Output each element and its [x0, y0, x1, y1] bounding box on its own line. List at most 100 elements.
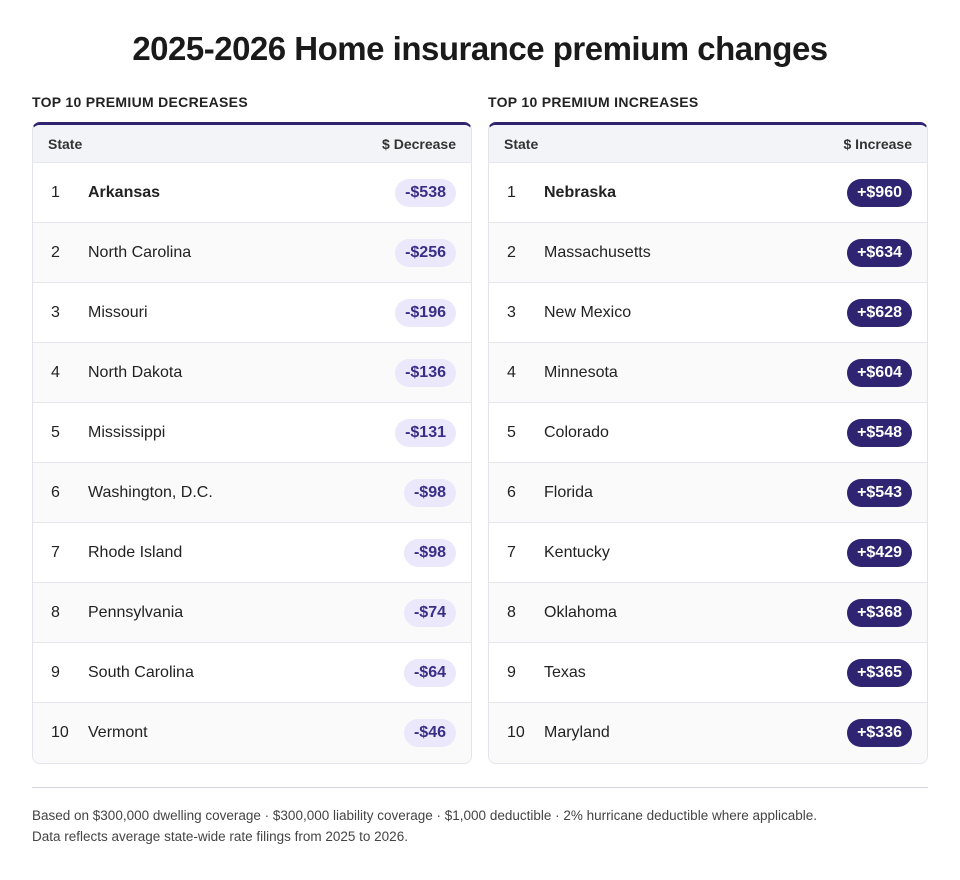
table-row: 6 Washington, D.C. -$98	[33, 463, 471, 523]
footnote: Based on $300,000 dwelling coverage · $3…	[32, 805, 932, 847]
row-rank: 1	[507, 183, 516, 201]
row-rank: 3	[507, 303, 516, 321]
decreases-table-body: 1 Arkansas -$538 2 North Carolina -$256 3 Misso…	[33, 163, 471, 763]
table-row: 2 North Carolina -$256	[33, 223, 471, 283]
row-rank: 2	[507, 243, 516, 261]
row-state: New Mexico	[544, 303, 632, 321]
decreases-section: TOP 10 PREMIUM DECREASES State $ Decreas…	[32, 92, 472, 764]
row-state: Minnesota	[544, 363, 618, 381]
row-rank: 10	[507, 724, 525, 741]
row-state: Rhode Island	[88, 543, 183, 561]
decreases-col-value: $ Decrease	[382, 135, 456, 152]
table-row: 5 Mississippi -$131	[33, 403, 471, 463]
table-row: 1 Nebraska +$960	[489, 163, 927, 223]
row-value-badge: -$74	[403, 598, 456, 627]
row-state: Pennsylvania	[88, 603, 184, 621]
table-row: 6 Florida +$543	[489, 463, 927, 523]
row-rank: 9	[507, 663, 516, 681]
row-rank: 9	[51, 663, 60, 681]
row-state: Massachusetts	[544, 243, 651, 261]
row-rank: 8	[51, 603, 60, 621]
row-rank: 2	[51, 243, 60, 261]
row-rank: 4	[51, 363, 60, 381]
row-value-badge: +$960	[847, 178, 912, 207]
row-state: Colorado	[544, 423, 609, 441]
increases-table-header: State $ Increase	[489, 125, 927, 163]
decreases-col-state: State	[48, 135, 83, 152]
row-state: Florida	[544, 483, 593, 501]
row-value-badge: +$604	[847, 358, 912, 387]
row-state: North Dakota	[88, 363, 183, 381]
row-value-badge: +$368	[847, 598, 912, 627]
decreases-table-header: State $ Decrease	[33, 125, 471, 163]
row-value-badge: +$628	[847, 298, 912, 327]
increases-section-label: TOP 10 PREMIUM INCREASES	[488, 94, 699, 110]
table-row: 8 Pennsylvania -$74	[33, 583, 471, 643]
row-rank: 4	[507, 363, 516, 381]
row-state: Maryland	[544, 724, 610, 741]
row-state: Oklahoma	[544, 603, 617, 621]
table-row: 8 Oklahoma +$368	[489, 583, 927, 643]
row-value-badge: -$98	[403, 538, 456, 567]
row-value-badge: -$136	[395, 358, 456, 387]
footnote-line-2: Data reflects average state-wide rate fi…	[32, 829, 408, 844]
table-row: 2 Massachusetts +$634	[489, 223, 927, 283]
row-state: Mississippi	[88, 423, 166, 441]
row-state: South Carolina	[88, 663, 194, 681]
row-value-badge: -$64	[403, 658, 456, 687]
table-row: 9 Texas +$365	[489, 643, 927, 703]
decreases-table: State $ Decrease 1 Arkansas -$538 2 North Ca…	[32, 122, 472, 764]
row-state: Arkansas	[88, 183, 161, 201]
row-rank: 6	[51, 483, 60, 501]
row-state: Texas	[544, 663, 586, 681]
table-row: 4 Minnesota +$604	[489, 343, 927, 403]
row-state: Vermont	[88, 724, 148, 741]
increases-table-body: 1 Nebraska +$960 2 Massachusetts +$634 3 New Me…	[489, 163, 927, 763]
row-rank: 3	[51, 303, 60, 321]
page-title: 2025-2026 Home insurance premium changes	[132, 30, 828, 67]
footnote-line-1: Based on $300,000 dwelling coverage · $3…	[32, 808, 818, 823]
row-state: Washington, D.C.	[88, 483, 213, 501]
row-value-badge: -$196	[395, 298, 456, 327]
row-value-badge: -$98	[403, 478, 456, 507]
table-row: 3 New Mexico +$628	[489, 283, 927, 343]
row-value-badge: -$46	[403, 719, 456, 747]
row-value-badge: +$336	[847, 719, 912, 747]
table-row: 5 Colorado +$548	[489, 403, 927, 463]
table-row: 10 Maryland +$336	[489, 703, 927, 763]
row-rank: 7	[51, 543, 60, 561]
footnote-divider	[32, 787, 928, 788]
table-row: 3 Missouri -$196	[33, 283, 471, 343]
row-rank: 6	[507, 483, 516, 501]
row-value-badge: +$429	[847, 538, 912, 567]
row-rank: 1	[51, 183, 60, 201]
table-row: 4 North Dakota -$136	[33, 343, 471, 403]
row-value-badge: +$548	[847, 418, 912, 447]
row-value-badge: +$543	[847, 478, 912, 507]
increases-col-state: State	[504, 135, 539, 152]
row-rank: 8	[507, 603, 516, 621]
row-state: Missouri	[88, 303, 148, 321]
row-value-badge: -$131	[395, 418, 456, 447]
table-row: 10 Vermont -$46	[33, 703, 471, 763]
row-state: North Carolina	[88, 243, 192, 261]
table-row: 7 Kentucky +$429	[489, 523, 927, 583]
row-value-badge: +$365	[847, 658, 912, 687]
table-row: 9 South Carolina -$64	[33, 643, 471, 703]
row-value-badge: -$256	[395, 238, 456, 267]
table-row: 1 Arkansas -$538	[33, 163, 471, 223]
row-state: Nebraska	[544, 183, 617, 201]
row-value-badge: -$538	[395, 178, 456, 207]
increases-section: TOP 10 PREMIUM INCREASES State $ Increas…	[488, 92, 928, 764]
row-rank: 10	[51, 724, 69, 741]
row-state: Kentucky	[544, 543, 610, 561]
table-row: 7 Rhode Island -$98	[33, 523, 471, 583]
row-rank: 5	[51, 423, 60, 441]
increases-col-value: $ Increase	[843, 135, 913, 152]
increases-table: State $ Increase 1 Nebraska +$960 2 Massachu…	[488, 122, 928, 764]
row-value-badge: +$634	[847, 238, 912, 267]
decreases-section-label: TOP 10 PREMIUM DECREASES	[32, 94, 248, 110]
row-rank: 5	[507, 423, 516, 441]
row-rank: 7	[507, 543, 516, 561]
